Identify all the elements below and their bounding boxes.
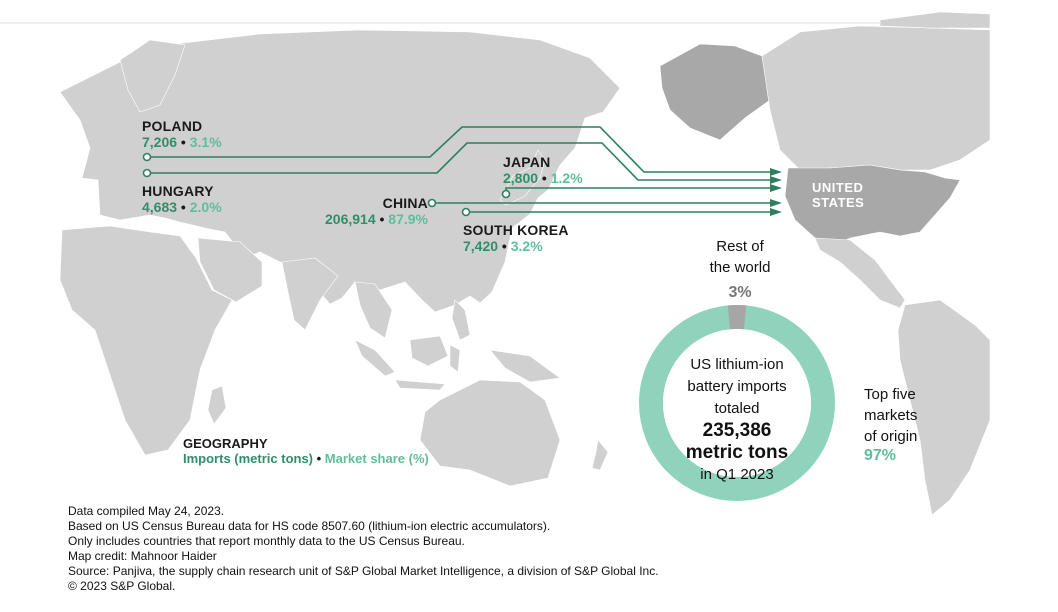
origin-poland [142, 152, 152, 162]
donut-period: in Q1 2023 [700, 466, 774, 483]
route-hungary [147, 142, 770, 181]
route-arrowheads [770, 168, 782, 216]
separator-china: • [375, 211, 389, 227]
country-name-china: CHINA [382, 195, 428, 211]
legend-share: Market share (%) [324, 451, 429, 466]
footer-line: Source: Panjiva, the supply chain resear… [68, 564, 659, 578]
land-canada [761, 25, 991, 171]
footer-line: Data compiled May 24, 2023. [68, 504, 225, 518]
arrowhead-japan [770, 184, 782, 192]
legend-separator: • [313, 451, 325, 466]
legend-imports: Imports (metric tons) [183, 451, 314, 466]
share-china: 87.9% [388, 211, 428, 227]
label-hungary: HUNGARY 4,683 • 2.0% [142, 183, 222, 215]
label-china: CHINA 206,914 • 87.9% [325, 195, 428, 227]
top-five-label: Top five markets of origin 97% [864, 384, 917, 465]
imports-japan: 2,800 [503, 170, 539, 186]
route-poland [147, 126, 770, 173]
us-label-line1: UNITED [812, 180, 864, 195]
trade-routes [147, 126, 770, 213]
donut-line2: battery imports [687, 378, 787, 395]
top5-pct: 97% [864, 447, 897, 464]
label-japan: JAPAN 2,800 • 1.2% [503, 154, 583, 186]
separator-japan: • [538, 170, 551, 186]
land-australia [419, 379, 561, 487]
separator-poland: • [177, 134, 190, 150]
origin-hungary [142, 168, 152, 178]
land-japan [499, 149, 546, 206]
legend-heading: GEOGRAPHY [183, 436, 268, 451]
donut-chart [639, 305, 835, 501]
arrowhead-china [770, 199, 782, 207]
share-poland: 3.1% [189, 134, 222, 150]
land-alaska [659, 43, 771, 141]
rest-of-world-label: Rest of the world 3% [690, 236, 790, 302]
land-new-zealand [591, 439, 609, 471]
imports-china: 206,914 [325, 211, 376, 227]
donut-center [663, 329, 811, 477]
origin-japan [501, 189, 511, 199]
imports-hungary: 4,683 [142, 199, 178, 215]
origin-south-korea [461, 207, 471, 217]
land-philippines [451, 299, 471, 341]
origin-markers [142, 152, 511, 217]
footer-line: Based on US Census Bureau data for HS co… [68, 519, 551, 533]
share-hungary: 2.0% [189, 199, 222, 215]
land-arctic [879, 11, 991, 29]
land-java [394, 379, 446, 391]
rest-line1: Rest of [716, 238, 764, 255]
land-scandinavia [119, 39, 186, 113]
footer-line: Only includes countries that report mont… [68, 534, 465, 548]
footer-line: © 2023 S&P Global. [68, 579, 176, 593]
us-label-line2: STATES [812, 195, 865, 210]
donut-line1: US lithium-ion [690, 356, 784, 373]
share-south-korea: 3.2% [510, 238, 543, 254]
donut-total: 235,386 [702, 420, 772, 441]
footer-line: Map credit: Mahnoor Haider [68, 549, 217, 563]
separator-hungary: • [177, 199, 190, 215]
top5-line2: markets [864, 407, 918, 424]
land-india [281, 257, 339, 331]
donut-unit: metric tons [685, 442, 789, 463]
country-name-poland: POLAND [142, 118, 203, 134]
country-name-japan: JAPAN [503, 154, 551, 170]
world-landmass [59, 11, 991, 516]
land-madagascar [207, 385, 227, 425]
land-new-guinea [489, 349, 561, 383]
top5-line3: of origin [864, 428, 918, 445]
country-name-south-korea: SOUTH KOREA [463, 222, 569, 238]
land-united-states [784, 164, 961, 249]
rest-pct: 3% [728, 284, 752, 301]
land-africa [59, 225, 233, 456]
footer-notes: Data compiled May 24, 2023. Based on US … [68, 504, 659, 594]
imports-south-korea: 7,420 [463, 238, 499, 254]
origin-china [427, 198, 437, 208]
separator-south-korea: • [498, 238, 511, 254]
legend: GEOGRAPHY Imports (metric tons) • Market… [183, 436, 429, 466]
label-poland: POLAND 7,206 • 3.1% [142, 118, 222, 150]
share-japan: 1.2% [550, 170, 583, 186]
arrowhead-hungary [770, 176, 782, 184]
donut-center-text: US lithium-ion battery imports totaled 2… [667, 354, 807, 486]
imports-poland: 7,206 [142, 134, 178, 150]
country-name-hungary: HUNGARY [142, 183, 214, 199]
top5-line1: Top five [864, 386, 916, 403]
land-south-america [897, 299, 991, 516]
us-label: UNITED STATES [812, 180, 864, 210]
land-sumatra [354, 339, 396, 377]
land-arabia [197, 237, 263, 303]
donut-line3: totaled [714, 400, 760, 417]
arrowhead-poland [770, 168, 782, 176]
land-sulawesi [449, 344, 461, 373]
arrowhead-south-korea [770, 208, 782, 216]
land-eurasia [59, 29, 621, 313]
land-mexico [814, 237, 906, 309]
rest-line2: the world [709, 259, 771, 276]
land-indochina [354, 281, 393, 339]
label-south-korea: SOUTH KOREA 7,420 • 3.2% [463, 222, 569, 254]
land-borneo [409, 335, 449, 367]
